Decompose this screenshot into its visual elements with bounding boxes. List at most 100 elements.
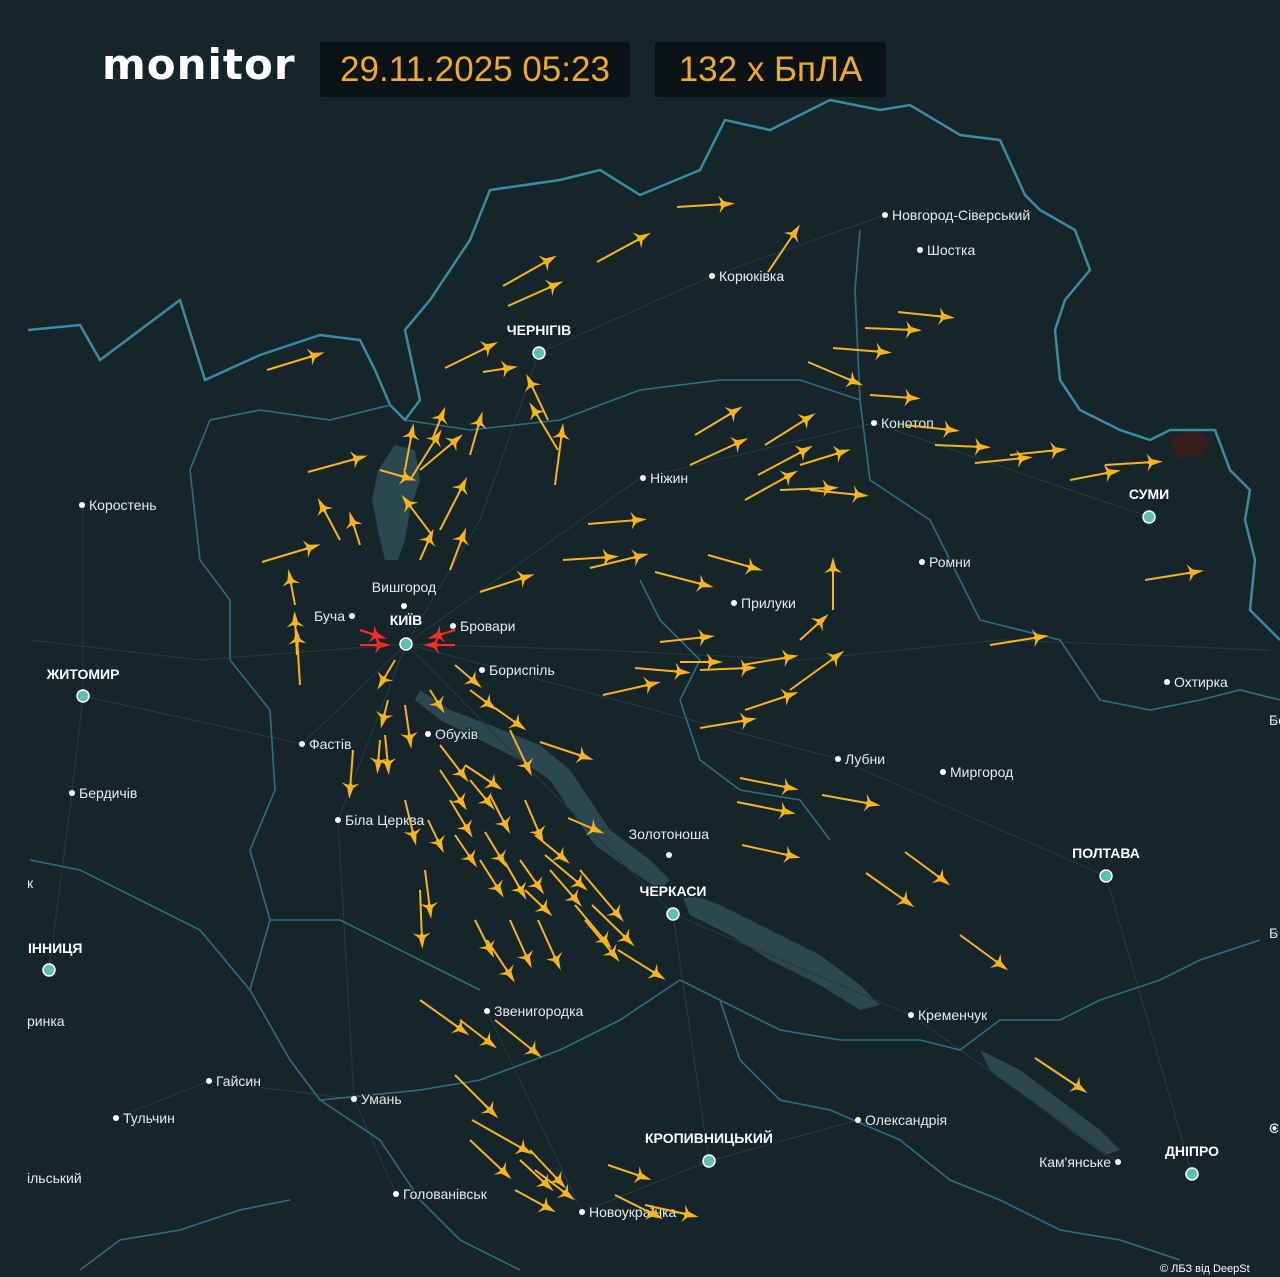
drone — [412, 932, 431, 949]
drone-trail — [587, 519, 639, 525]
major-city-label: КИЇВ — [390, 612, 423, 628]
city-label: Кременчук — [918, 1007, 988, 1023]
drone — [1103, 464, 1121, 483]
city-dot — [401, 603, 407, 609]
major-city-label: ІННИЦЯ — [28, 940, 82, 956]
drone-alert — [374, 636, 391, 654]
drone — [431, 406, 448, 425]
drone-trail — [589, 555, 641, 569]
drone — [528, 825, 546, 844]
drone — [494, 815, 511, 834]
drone-trail — [554, 431, 563, 486]
city-label: Фастів — [309, 736, 351, 752]
drone — [524, 373, 542, 393]
major-city-label: СУМИ — [1129, 486, 1169, 502]
drone-trail — [1144, 571, 1196, 581]
drone — [780, 688, 799, 706]
city-label: Прилуки — [741, 595, 796, 611]
drone — [647, 963, 666, 980]
drone — [744, 557, 763, 575]
drone — [1146, 453, 1163, 472]
drone — [810, 613, 829, 632]
drone — [575, 746, 594, 764]
drone — [781, 649, 799, 668]
drone — [606, 903, 624, 922]
drone — [544, 279, 564, 297]
drone — [317, 498, 334, 517]
drone — [824, 557, 842, 574]
drone-trail — [1009, 449, 1059, 456]
drone-trail — [444, 345, 491, 369]
major-city-label: ДНІПРО — [1165, 1143, 1219, 1159]
drone — [904, 388, 921, 407]
city-marker — [666, 907, 680, 921]
drone — [781, 777, 799, 796]
city-dot — [882, 212, 888, 218]
drone-trail — [699, 667, 749, 671]
drone — [632, 232, 651, 249]
city-dot — [917, 247, 923, 253]
city-label: Бровари — [460, 618, 515, 634]
drone — [739, 712, 757, 731]
drone-trail — [1034, 1057, 1081, 1089]
drone — [425, 429, 442, 448]
city-dot — [1164, 679, 1170, 685]
drone — [451, 763, 469, 783]
drone — [674, 662, 691, 681]
drone-trail — [596, 236, 644, 263]
city-marker — [1099, 869, 1113, 883]
drone — [586, 818, 605, 836]
drone — [538, 255, 557, 272]
drone — [400, 731, 418, 749]
drone — [875, 342, 892, 361]
drone — [345, 511, 363, 530]
drone — [480, 1100, 499, 1119]
city-label: к — [27, 875, 34, 891]
city-dot — [393, 1191, 399, 1197]
drone-trail — [767, 231, 796, 273]
drone-trail — [502, 259, 550, 287]
drone — [545, 951, 563, 971]
drone — [1069, 1076, 1088, 1093]
drone-alert — [368, 625, 387, 643]
oblast-borders — [29, 229, 1280, 1271]
drone — [401, 494, 419, 514]
drone — [479, 693, 498, 711]
drone — [460, 849, 478, 868]
drone — [564, 888, 582, 907]
drone — [463, 670, 482, 688]
city-label: Буча — [314, 608, 345, 624]
drone — [450, 792, 467, 811]
city-dot — [299, 741, 305, 747]
drone-trail — [807, 361, 856, 383]
drone — [1031, 629, 1049, 647]
drone — [349, 451, 368, 469]
drone — [479, 340, 499, 358]
drone-trail — [959, 934, 1002, 966]
city-label: Голованівськ — [403, 1186, 488, 1202]
drone — [783, 224, 801, 243]
drone-trail — [864, 327, 914, 331]
drone — [420, 901, 439, 919]
drone — [552, 423, 571, 441]
city-dot — [113, 1115, 119, 1121]
drone-trail — [454, 1074, 493, 1113]
drone — [845, 370, 864, 388]
drone-trail — [676, 203, 727, 208]
drone — [602, 943, 620, 962]
drone-trail — [741, 656, 791, 666]
city-dot — [640, 475, 646, 481]
drone — [729, 436, 749, 454]
major-city-label: КРОПИВНИЦЬКИЙ — [645, 1129, 773, 1146]
drone-trail — [779, 487, 831, 491]
drone — [551, 846, 570, 864]
city-label: Звенигородка — [494, 1003, 584, 1019]
drone-trail — [739, 777, 791, 789]
city-marker — [42, 963, 56, 977]
drone — [852, 485, 869, 504]
drone — [932, 868, 951, 886]
drone-trail — [419, 999, 463, 1031]
drone — [478, 1031, 498, 1049]
drone — [556, 1183, 576, 1201]
city-dot — [908, 1012, 914, 1018]
